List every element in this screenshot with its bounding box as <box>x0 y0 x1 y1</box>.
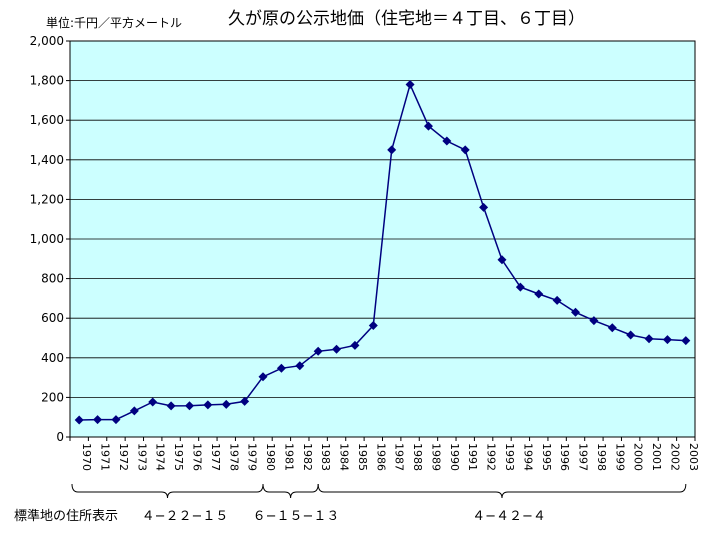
x-tick-label: 1997 <box>577 443 590 471</box>
data-point <box>662 335 672 345</box>
x-tick-label: 1999 <box>613 443 626 471</box>
data-point <box>276 363 286 373</box>
grid-lines <box>70 80 695 398</box>
y-tick-label: 800 <box>41 272 64 286</box>
address-brace <box>317 483 687 499</box>
x-tick-label: 1975 <box>172 443 185 471</box>
data-point <box>221 399 231 409</box>
address-group-label: ６−１５−１３ <box>253 509 340 524</box>
x-axis: 1970 1971 1972 1973 1974 1975 1976 1977 1978 1979… <box>69 437 700 471</box>
x-tick-label: 1973 <box>135 443 148 471</box>
data-point <box>295 361 305 371</box>
x-tick-label: 1970 <box>80 443 93 471</box>
x-tick-label: 1978 <box>227 443 240 471</box>
data-point <box>368 321 378 331</box>
x-tick-label: 1993 <box>503 443 516 471</box>
x-tick-label: 1980 <box>264 443 277 471</box>
x-tick-label: 1972 <box>117 443 130 471</box>
data-point <box>240 396 250 406</box>
x-tick-label: 1991 <box>466 443 479 471</box>
y-tick-label: 1,600 <box>30 113 64 127</box>
x-tick-label: 1989 <box>429 443 442 471</box>
y-axis: 0 200 400 600 800 1,000 1,200 1,400 1,600 1,800 2,… <box>30 34 70 444</box>
series-line <box>79 82 686 421</box>
y-tick-label: 200 <box>41 390 64 404</box>
data-point <box>332 344 342 354</box>
data-point <box>93 415 103 425</box>
x-tick-label: 1976 <box>190 443 203 471</box>
data-point <box>644 334 654 344</box>
data-point <box>497 255 507 265</box>
x-tick-label: 1977 <box>209 443 222 471</box>
x-tick-label: 1981 <box>282 443 295 471</box>
data-point <box>111 415 121 425</box>
x-tick-label: 1983 <box>319 443 332 471</box>
x-tick-label: 1971 <box>99 443 112 471</box>
data-point <box>571 307 581 317</box>
x-tick-label: 1990 <box>448 443 461 471</box>
chart-title: 久が原の公示地価（住宅地＝４丁目、６丁目） <box>228 9 585 29</box>
data-point <box>74 415 84 425</box>
address-label: 標準地の住所表示 <box>14 508 118 524</box>
data-point <box>423 121 433 131</box>
y-tick-label: 1,200 <box>30 192 64 206</box>
y-tick-label: 1,400 <box>30 153 64 167</box>
x-tick-label: 1996 <box>558 443 571 471</box>
data-point <box>387 145 397 155</box>
x-tick-label: 1986 <box>374 443 387 471</box>
data-point <box>479 202 489 212</box>
x-tick-label: 1984 <box>338 443 351 471</box>
data-point <box>184 401 194 411</box>
y-tick-label: 0 <box>56 430 64 444</box>
data-point <box>589 316 599 326</box>
x-tick-label: 1982 <box>301 443 314 471</box>
address-brace <box>71 483 264 499</box>
x-tick-label: 1985 <box>356 443 369 471</box>
y-tick-label: 2,000 <box>30 34 64 48</box>
x-tick-label: 1994 <box>521 443 534 471</box>
data-point <box>405 80 415 90</box>
unit-label: 単位:千円／平方メートル <box>46 15 182 30</box>
data-point <box>534 289 544 299</box>
data-point <box>148 397 158 407</box>
address-group-label: ４−４２−４ <box>472 509 546 524</box>
x-tick-label: 1974 <box>154 443 167 471</box>
address-group-label: ４−２２−１５ <box>142 509 229 524</box>
data-point <box>442 136 452 146</box>
data-point <box>313 346 323 356</box>
y-tick-label: 600 <box>41 311 64 325</box>
data-point <box>626 330 636 340</box>
x-tick-label: 2003 <box>687 443 700 471</box>
y-tick-label: 1,800 <box>30 74 64 88</box>
data-point <box>607 323 617 333</box>
data-point <box>515 282 525 292</box>
x-tick-label: 1987 <box>393 443 406 471</box>
data-point <box>166 401 176 411</box>
address-braces: ４−２２−１５ ６−１５−１３ ４−４２−４ <box>71 483 687 524</box>
data-point <box>350 340 360 350</box>
x-tick-label: 1979 <box>246 443 259 471</box>
y-tick-label: 400 <box>41 351 64 365</box>
x-tick-label: 1998 <box>595 443 608 471</box>
data-point <box>258 372 268 382</box>
x-tick-label: 1995 <box>540 443 553 471</box>
series-layer <box>74 80 691 425</box>
data-point <box>203 400 213 410</box>
x-tick-label: 1992 <box>485 443 498 471</box>
x-tick-label: 2000 <box>632 443 645 471</box>
x-tick-label: 2002 <box>668 443 681 471</box>
y-tick-label: 1,000 <box>30 232 64 246</box>
data-point <box>129 406 139 416</box>
data-point <box>552 295 562 305</box>
x-tick-label: 2001 <box>650 443 663 471</box>
data-point <box>460 145 470 155</box>
address-brace <box>262 483 319 499</box>
data-point <box>681 336 691 346</box>
x-tick-label: 1988 <box>411 443 424 471</box>
